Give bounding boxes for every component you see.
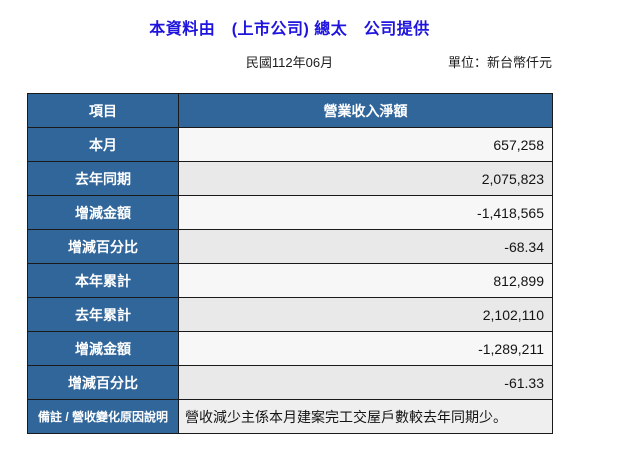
row-label-cell: 增減百分比 [27, 229, 179, 264]
column-header-net-revenue: 營業收入淨額 [178, 93, 553, 128]
row-value-cell: 2,075,823 [178, 161, 553, 196]
note-row: 備註 / 營收變化原因說明 營收減少主係本月建案完工交屋戶數較去年同期少。 [27, 399, 553, 434]
row-value-cell: -61.33 [178, 365, 553, 400]
report-period: 民國112年06月 [245, 55, 334, 70]
table-row: 增減金額 -1,418,565 [27, 195, 553, 230]
column-header-item: 項目 [27, 93, 179, 128]
row-label-cell: 本月 [27, 127, 179, 162]
table-row: 增減百分比 -61.33 [27, 365, 553, 400]
table-header-row: 項目 營業收入淨額 [27, 93, 553, 128]
row-value-cell: 812,899 [178, 263, 553, 298]
table-body: 本月 657,258 去年同期 2,075,823 增減金額 -1,418,56… [27, 127, 553, 434]
row-value-cell: 2,102,110 [178, 297, 553, 332]
revenue-table: 項目 營業收入淨額 本月 657,258 去年同期 2,075,823 增減金額… [27, 93, 553, 434]
row-value-cell: -68.34 [178, 229, 553, 264]
table-row: 去年同期 2,075,823 [27, 161, 553, 196]
row-label-cell: 本年累計 [27, 263, 179, 298]
meta-line: 民國112年06月 單位：新台幣仟元 [27, 54, 552, 72]
row-value-cell: 657,258 [178, 127, 553, 162]
table-row: 去年累計 2,102,110 [27, 297, 553, 332]
table-row: 增減金額 -1,289,211 [27, 331, 553, 366]
row-label-cell: 增減金額 [27, 195, 179, 230]
row-value-cell: -1,289,211 [178, 331, 553, 366]
page-title: 本資料由 (上市公司) 總太 公司提供 [149, 21, 430, 38]
table-row: 本月 657,258 [27, 127, 553, 162]
row-label-cell: 去年累計 [27, 297, 179, 332]
row-value-cell: -1,418,565 [178, 195, 553, 230]
unit-label: 單位：新台幣仟元 [447, 55, 552, 70]
row-label-cell: 增減金額 [27, 331, 179, 366]
row-value-cell: 營收減少主係本月建案完工交屋戶數較去年同期少。 [178, 399, 553, 434]
table-row: 增減百分比 -68.34 [27, 229, 553, 264]
row-label-cell: 備註 / 營收變化原因說明 [27, 399, 179, 434]
row-label-cell: 增減百分比 [27, 365, 179, 400]
row-label-cell: 去年同期 [27, 161, 179, 196]
report-container: 本資料由 (上市公司) 總太 公司提供 民國112年06月 單位：新台幣仟元 項… [27, 0, 553, 434]
table-row: 本年累計 812,899 [27, 263, 553, 298]
